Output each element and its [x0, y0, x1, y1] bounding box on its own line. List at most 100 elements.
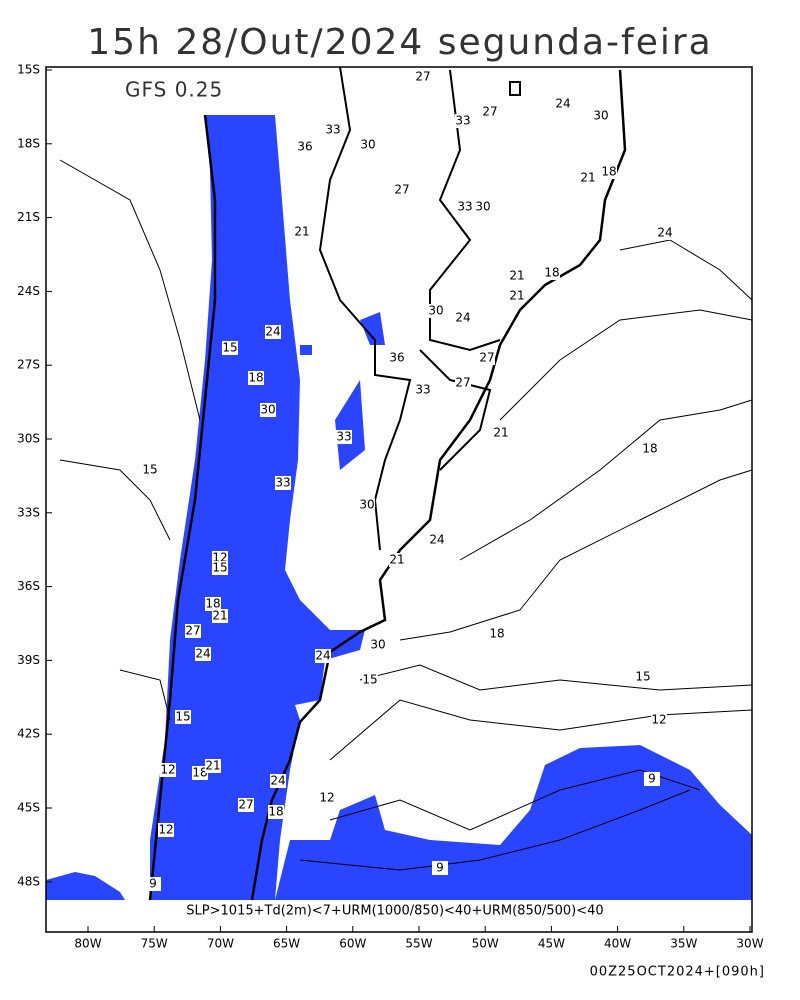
contour-label: 33	[325, 123, 340, 137]
contour-label-box	[248, 371, 264, 385]
contour-label-box	[601, 165, 617, 179]
contour-label: 30	[428, 304, 443, 318]
contour-label-box	[457, 200, 473, 214]
contour-label-box	[175, 710, 191, 724]
contour-label-box	[455, 114, 471, 128]
contour-label: 15	[142, 463, 157, 477]
lon-label: 30W	[736, 937, 763, 951]
contour-label-box	[644, 772, 660, 786]
contour-label: 21	[509, 289, 524, 303]
contour-label: 18	[192, 766, 207, 780]
contour-label-box	[205, 759, 221, 773]
lon-label: 50W	[472, 937, 499, 951]
contour-label-box	[212, 561, 228, 575]
contour-label: 21	[580, 171, 595, 185]
borders	[318, 66, 412, 551]
contour-label: 24	[270, 774, 285, 788]
isoline	[399, 469, 753, 641]
contour-label-box	[415, 383, 431, 397]
contour-label-box	[336, 430, 352, 444]
isoline	[499, 309, 753, 421]
lon-label: 40W	[604, 937, 631, 951]
contour-label: 12	[158, 823, 173, 837]
contour-label-box	[359, 498, 375, 512]
contour-label: 21	[205, 759, 220, 773]
contour-label-box	[493, 426, 509, 440]
lon-label: 55W	[405, 937, 432, 951]
contour-label-box	[509, 269, 525, 283]
contour-label: 36	[389, 351, 404, 365]
contour-label: 27	[482, 105, 497, 119]
contour-label-box	[475, 200, 491, 214]
lat-label: 45S	[17, 801, 40, 815]
contour-label-box	[429, 533, 445, 547]
contour-label-box	[297, 140, 313, 154]
contour-label: 18	[248, 371, 263, 385]
contour-label-box	[642, 442, 658, 456]
contour-label: 21	[212, 609, 227, 623]
isoline	[359, 664, 753, 691]
lat-label: 18S	[17, 136, 40, 150]
contour-label-box	[142, 463, 158, 477]
contour-label: 18	[601, 165, 616, 179]
internal-borders	[419, 69, 521, 471]
contour-label-box	[389, 351, 405, 365]
coastline	[148, 66, 627, 901]
contour-label-box	[489, 627, 505, 641]
contour-label-box	[428, 304, 444, 318]
contour-label: 36	[297, 140, 312, 154]
andes-region	[150, 115, 365, 900]
contour-label: 18	[205, 597, 220, 611]
contour-label-box	[160, 763, 176, 777]
contour-label-box	[319, 791, 335, 805]
contour-label-box	[360, 138, 376, 152]
contour-label: 15	[175, 710, 190, 724]
contour-label-box	[479, 351, 495, 365]
contour-label-box	[389, 553, 405, 567]
ticks: 15S 18S 21S 24S 27S 30S 33S 36S 39S 42S 45S 48S 80W 7…	[17, 63, 764, 951]
contour-label: 18	[642, 442, 657, 456]
contour-label-box	[370, 638, 386, 652]
run-label: 00Z25OCT2024+[090h]	[590, 965, 765, 980]
lon-label: 65W	[273, 937, 300, 951]
isoline	[59, 159, 201, 421]
contour-label: 18	[489, 627, 504, 641]
criteria-band	[46, 903, 752, 930]
contour-label: 24	[657, 226, 672, 240]
contour-label: 21	[389, 553, 404, 567]
isolines	[59, 159, 753, 871]
contour-label-box	[635, 670, 651, 684]
isoline	[459, 399, 753, 561]
lat-label: 15S	[17, 63, 40, 77]
contour-label: 33	[415, 383, 430, 397]
contour-label: 33	[457, 200, 472, 214]
contour-label-box	[651, 713, 667, 727]
contour-label: 9	[436, 861, 444, 875]
contour-label-box	[260, 403, 276, 417]
contour-label-box	[205, 597, 221, 611]
contour-label: 27	[455, 376, 470, 390]
contour-label: 12	[160, 763, 175, 777]
lat-label: 48S	[17, 874, 40, 888]
contour-label: 33	[275, 476, 290, 490]
contour-label: 18	[268, 805, 283, 819]
isoline	[299, 789, 691, 871]
contour-label-box	[222, 341, 238, 355]
contour-label-box	[544, 266, 560, 280]
contour-label-box	[238, 798, 254, 812]
contour-label-box	[185, 624, 201, 638]
title: 15h 28/Out/2024 segunda-feira	[87, 22, 712, 63]
lon-label: 80W	[74, 937, 101, 951]
contour-label-box	[394, 183, 410, 197]
contour-label: 27	[238, 798, 253, 812]
contour-label: 15	[222, 341, 237, 355]
contour-label-box	[555, 97, 571, 111]
lat-label: 36S	[17, 579, 40, 593]
lon-label: 70W	[207, 937, 234, 951]
contour-label: 27	[394, 183, 409, 197]
contour-label: 21	[509, 269, 524, 283]
contour-label: 24	[555, 97, 570, 111]
contour-label: 15	[362, 673, 377, 687]
